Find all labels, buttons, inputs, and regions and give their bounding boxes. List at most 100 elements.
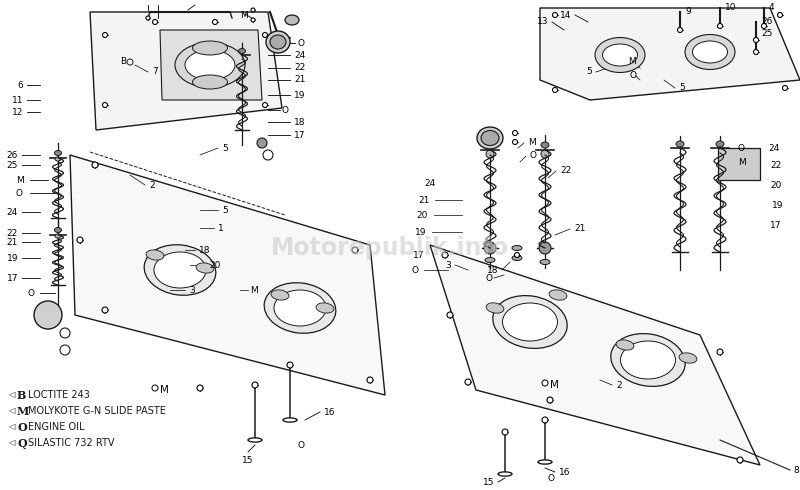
Text: M: M (16, 175, 24, 185)
Circle shape (153, 20, 158, 25)
Circle shape (502, 429, 508, 435)
Text: 3: 3 (446, 261, 451, 270)
Text: M: M (17, 406, 30, 416)
Text: 22: 22 (560, 166, 571, 174)
Text: M: M (550, 380, 559, 390)
Ellipse shape (486, 142, 494, 148)
Text: 6: 6 (18, 80, 23, 90)
Ellipse shape (185, 50, 235, 80)
Ellipse shape (541, 142, 549, 148)
Polygon shape (430, 245, 760, 465)
Text: O: O (411, 266, 418, 274)
Text: 5: 5 (222, 144, 228, 152)
Text: 26: 26 (761, 18, 772, 26)
Circle shape (213, 20, 218, 25)
Ellipse shape (602, 44, 638, 66)
Circle shape (541, 150, 549, 158)
Text: 18: 18 (486, 266, 498, 274)
Text: MOLYKOTE G-N SLIDE PASTE: MOLYKOTE G-N SLIDE PASTE (28, 406, 166, 416)
Text: O: O (28, 289, 35, 297)
Ellipse shape (55, 234, 61, 238)
Text: O: O (530, 150, 537, 160)
Polygon shape (160, 30, 262, 100)
Ellipse shape (502, 303, 558, 341)
Circle shape (754, 49, 758, 54)
Text: 21: 21 (294, 75, 306, 84)
Text: 18: 18 (199, 245, 210, 254)
Text: 26: 26 (142, 0, 154, 1)
Ellipse shape (196, 263, 214, 273)
Text: 8: 8 (793, 466, 798, 474)
Text: 2: 2 (616, 381, 622, 390)
Polygon shape (90, 12, 282, 130)
Circle shape (146, 16, 150, 20)
Circle shape (102, 307, 108, 313)
Circle shape (542, 380, 548, 386)
Text: M: M (250, 286, 258, 294)
Text: ◁: ◁ (8, 422, 14, 432)
Ellipse shape (498, 472, 512, 476)
Ellipse shape (693, 41, 727, 63)
Ellipse shape (285, 15, 299, 25)
Text: 3: 3 (189, 286, 194, 294)
Ellipse shape (485, 258, 495, 263)
Ellipse shape (274, 290, 326, 326)
Ellipse shape (540, 260, 550, 265)
Text: 12: 12 (12, 107, 23, 117)
Ellipse shape (54, 227, 62, 232)
Ellipse shape (264, 283, 336, 333)
Circle shape (447, 312, 453, 318)
Text: 10: 10 (725, 3, 737, 13)
Circle shape (514, 252, 519, 258)
Circle shape (778, 13, 782, 18)
Circle shape (257, 138, 267, 148)
Circle shape (102, 32, 107, 38)
Circle shape (102, 102, 107, 107)
Text: 19: 19 (294, 91, 306, 99)
Ellipse shape (685, 34, 735, 70)
Circle shape (60, 328, 70, 338)
Ellipse shape (621, 341, 675, 379)
Circle shape (251, 8, 255, 12)
Text: M: M (160, 385, 169, 395)
Circle shape (486, 150, 494, 158)
Ellipse shape (716, 141, 724, 147)
Text: 25: 25 (761, 29, 772, 39)
Text: 17: 17 (294, 130, 306, 140)
Text: Q: Q (17, 438, 26, 448)
Text: M: M (628, 57, 636, 67)
Text: ENGINE OIL: ENGINE OIL (28, 422, 85, 432)
Text: 21: 21 (418, 196, 430, 204)
Circle shape (553, 13, 558, 18)
Circle shape (782, 85, 787, 91)
Text: O: O (548, 473, 555, 483)
Text: 22: 22 (6, 228, 18, 238)
Text: B: B (120, 57, 126, 67)
Text: 20: 20 (770, 180, 782, 190)
Text: Motorepublik.info: Motorepublik.info (271, 236, 509, 260)
Text: 20: 20 (209, 261, 220, 270)
Text: 1: 1 (218, 223, 224, 232)
Ellipse shape (616, 340, 634, 350)
Text: 19: 19 (772, 200, 783, 210)
Ellipse shape (679, 353, 697, 363)
Ellipse shape (486, 303, 504, 313)
Text: O: O (298, 441, 305, 449)
Polygon shape (540, 8, 800, 100)
Ellipse shape (481, 130, 499, 146)
Ellipse shape (676, 141, 684, 147)
Ellipse shape (146, 250, 164, 260)
Circle shape (442, 252, 448, 258)
Ellipse shape (283, 418, 297, 422)
Circle shape (542, 417, 548, 423)
Text: 21: 21 (574, 223, 586, 232)
Circle shape (127, 59, 133, 65)
Text: O: O (282, 105, 289, 115)
Ellipse shape (248, 438, 262, 442)
Circle shape (553, 88, 558, 93)
Ellipse shape (270, 35, 286, 49)
Circle shape (152, 385, 158, 391)
Text: 16: 16 (559, 467, 570, 476)
Text: SILASTIC 732 RTV: SILASTIC 732 RTV (28, 438, 114, 448)
Polygon shape (718, 148, 760, 180)
